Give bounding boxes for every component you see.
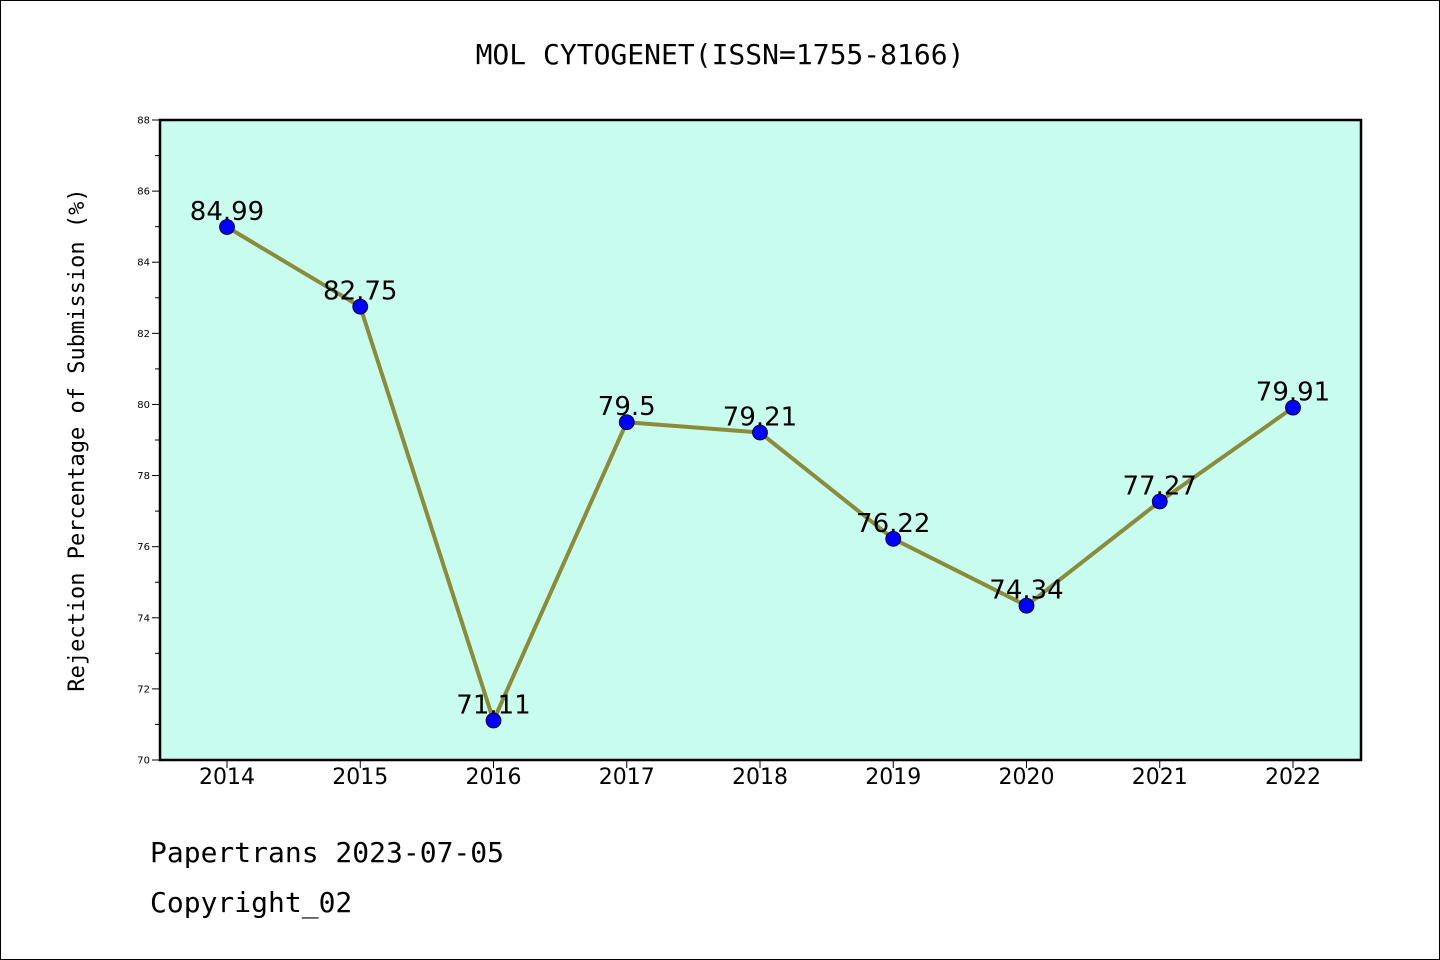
data-point: [219, 219, 235, 235]
data-labels: 84.99 82.75 71.11 79.5 79.21 76.22 74.34 77.27 7…: [190, 197, 1330, 721]
data-label: 79.91: [1256, 378, 1330, 408]
data-label: 71.11: [456, 691, 530, 721]
x-tick-label: 2020: [999, 765, 1055, 790]
data-point: [885, 530, 902, 547]
data-label: 74.34: [989, 576, 1063, 606]
data-label: 84.99: [190, 197, 264, 227]
x-tick-label: 2018: [732, 765, 788, 790]
y-axis-title: Rejection Percentage of Submission (%): [65, 188, 90, 691]
x-tick-label: 2017: [599, 765, 655, 790]
data-point: [1018, 597, 1035, 614]
x-tick-label: 2021: [1132, 765, 1188, 790]
footer-credit: Papertrans 2023-07-05: [150, 836, 505, 869]
data-point: [1151, 493, 1168, 510]
y-tick-label: 72: [137, 684, 150, 695]
x-tick-label: 2015: [332, 765, 388, 790]
y-tick-label: 88: [137, 116, 150, 127]
y-tick-label: 70: [137, 756, 150, 767]
data-point: [752, 424, 768, 441]
data-point: [618, 414, 635, 431]
y-tick-label: 86: [137, 187, 150, 198]
data-point: [352, 298, 369, 315]
y-tick-label: 76: [137, 542, 150, 553]
series-markers: [219, 219, 1301, 729]
data-point: [485, 712, 502, 729]
x-tick-label: 2022: [1265, 765, 1321, 790]
y-tick-label: 80: [137, 400, 150, 411]
x-axis-ticks: 2014 2015 2016 2017 2018 2019 2020 2021 2022: [199, 760, 1321, 790]
chart-title: MOL CYTOGENET(ISSN=1755-8166): [475, 38, 965, 71]
footer-copyright: Copyright_02: [150, 886, 353, 919]
data-label: 76.22: [856, 509, 930, 539]
y-axis-ticks: 70 72 74 76 78 80 82 84 86 88: [137, 116, 160, 767]
data-label: 79.5: [598, 392, 656, 422]
data-label: 79.21: [723, 403, 797, 433]
x-tick-label: 2014: [199, 765, 255, 790]
data-label: 77.27: [1123, 472, 1197, 502]
y-tick-label: 84: [137, 258, 150, 269]
data-point: [1285, 399, 1301, 416]
y-tick-label: 74: [137, 613, 150, 624]
x-tick-label: 2016: [466, 765, 522, 790]
data-label: 82.75: [323, 277, 397, 307]
x-tick-label: 2019: [865, 765, 921, 790]
y-tick-label: 82: [137, 329, 150, 340]
y-tick-label: 78: [137, 471, 150, 482]
